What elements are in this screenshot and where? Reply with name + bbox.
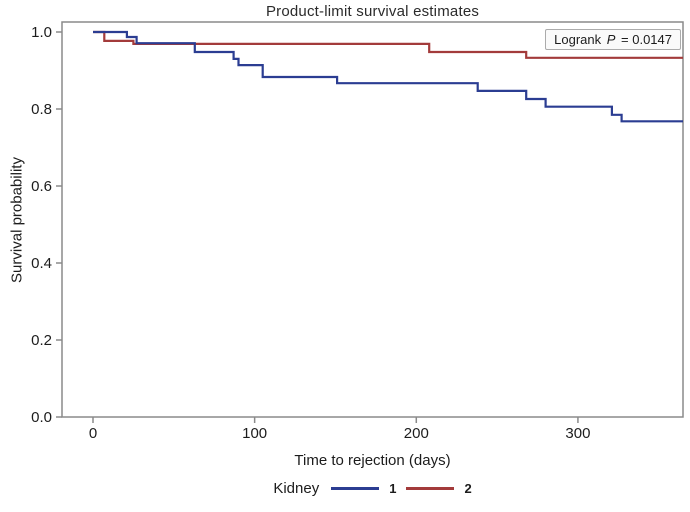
x-axis-label: Time to rejection (days): [294, 452, 451, 469]
survival-curve-group-2: [93, 30, 683, 59]
x-tick-label: 0: [89, 425, 97, 442]
y-tick-label: 0.6: [31, 178, 52, 195]
logrank-annotation-box: Logrank P = 0.0147: [545, 29, 681, 50]
y-tick-label: 0.4: [31, 255, 52, 272]
logrank-p-symbol: P: [606, 32, 616, 47]
legend: Kidney 1 2: [62, 480, 683, 497]
y-tick-label: 0.8: [31, 101, 52, 118]
y-tick-label: 1.0: [31, 24, 52, 41]
x-tick-label: 200: [404, 425, 429, 442]
y-axis-label: Survival probability: [8, 157, 26, 283]
y-tick-label: 0.0: [31, 409, 52, 426]
survival-curve-group-1: [93, 30, 683, 123]
x-tick-label: 300: [565, 425, 590, 442]
x-tick-label: 100: [242, 425, 267, 442]
plot-frame: [61, 21, 684, 418]
y-tick-label: 0.2: [31, 332, 52, 349]
logrank-label: Logrank: [554, 32, 602, 47]
legend-line-swatch-1: [331, 487, 380, 490]
legend-title: Kidney: [273, 480, 320, 497]
legend-entry-label-2: 2: [464, 481, 472, 496]
logrank-p-value: = 0.0147: [621, 32, 672, 47]
legend-line-swatch-2: [406, 487, 455, 490]
legend-entry-label-1: 1: [389, 481, 397, 496]
chart-title: Product-limit survival estimates: [265, 3, 480, 20]
